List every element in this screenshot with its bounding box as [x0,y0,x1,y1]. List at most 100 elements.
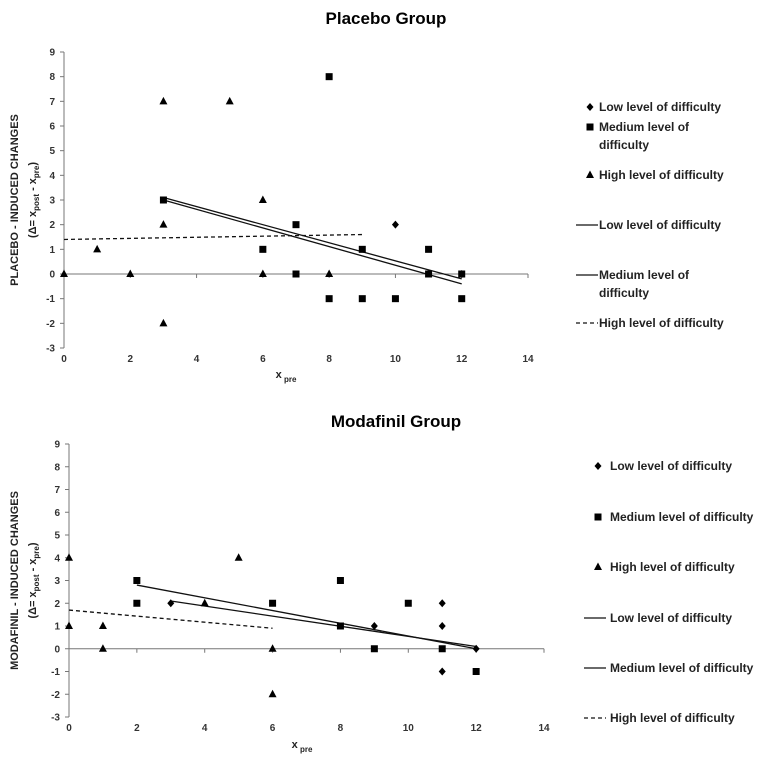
legend-label: Medium level of [599,120,690,134]
legend-label: Medium level of difficulty [610,661,754,675]
x-tick-label: 6 [270,723,276,734]
data-point-triangle [268,644,277,652]
data-point-triangle [159,318,168,327]
legend-label: Medium level of difficulty [610,510,754,524]
trendline-high [63,233,363,241]
y-tick-label: 1 [49,245,55,256]
x-tick-label: 10 [390,354,402,365]
data-point-triangle [98,621,107,629]
y-tick-label: 4 [49,171,55,182]
y-tick-label: 3 [54,576,60,587]
y-axis-label-formula: (Δ= xpost - xpre) [27,542,41,618]
data-point-diamond [438,599,446,608]
y-tick-label: -1 [51,667,60,678]
y-tick-label: 9 [49,48,55,59]
x-tick-label: 8 [326,354,332,365]
y-tick-label: 1 [54,622,60,633]
x-axis-label: x pre [292,739,313,754]
data-point-square [133,599,141,607]
y-axis-label: MODAFINIL - INDUCED CHANGES [9,491,21,670]
y-axis-label: PLACEBO - INDUCED CHANGES [9,114,21,286]
x-tick-label: 12 [456,354,468,365]
data-point-triangle [258,195,267,203]
legend: Low level of difficulty Medium level of di… [576,100,724,330]
trendline-low [163,196,462,280]
data-point-square [458,295,466,303]
data-point-diamond [472,644,480,653]
x-tick-label: 0 [66,723,72,734]
data-point-square [292,270,300,278]
y-tick-label: -2 [46,319,55,330]
x-tick-label: 8 [338,723,344,734]
y-tick-label: 3 [49,196,55,207]
data-point-square [391,295,399,303]
data-point-square [404,599,412,607]
y-tick-label: 8 [49,72,55,83]
data-point-square [325,295,333,303]
x-axis-label: x pre [276,369,297,384]
trendline-medium [136,584,477,650]
data-point-diamond [370,622,378,630]
x-tick-label: 6 [260,354,266,365]
legend-marker-triangle [594,562,602,570]
y-tick-label: 7 [49,97,55,108]
y-tick-label: 2 [49,220,55,231]
y-tick-label: 0 [54,644,60,655]
legend-marker-diamond [594,462,602,470]
data-point-square [325,73,333,81]
legend-label: difficulty [599,138,649,152]
x-tick-label: 4 [194,354,200,365]
data-point-square [370,645,378,653]
data-point-triangle [159,96,168,105]
data-point-triangle [325,269,334,277]
data-point-diamond [391,220,399,229]
chart-title: Modafinil Group [331,412,461,431]
data-point-triangle [60,269,68,277]
data-point-square [159,196,167,204]
chart-title: Placebo Group [326,9,447,28]
data-point-diamond [438,622,446,630]
legend-label: High level of difficulty [599,168,724,182]
y-axis-label-formula: (Δ= xpost - xpre) [27,162,41,238]
data-point-triangle [159,220,168,228]
y-tick-label: 8 [54,462,60,473]
data-point-triangle [98,644,107,652]
y-tick-label: 6 [54,508,60,519]
trendline-high [68,609,273,629]
legend-label: Low level of difficulty [599,218,721,232]
legend-label: Low level of difficulty [599,100,721,114]
x-tick-label: 14 [522,354,534,365]
data-point-diamond [438,667,446,676]
y-tick-label: 6 [49,122,55,133]
data-point-square [358,245,366,253]
x-tick-label: 2 [128,354,134,365]
legend-label: Low level of difficulty [610,611,732,625]
legend-label: High level of difficulty [599,316,724,330]
y-tick-label: -3 [46,344,55,355]
data-point-square [259,245,267,253]
data-point-diamond [167,599,175,608]
x-tick-label: 12 [471,723,483,734]
data-point-triangle [126,269,135,277]
legend-label: High level of difficulty [610,711,735,725]
data-point-square [292,221,300,229]
y-tick-label: 5 [54,531,60,542]
legend-marker-square [594,513,602,521]
data-point-square [425,245,433,253]
data-point-square [358,295,366,303]
data-point-square [269,599,277,607]
y-tick-label: 0 [49,270,55,281]
trendline-medium [163,199,462,285]
data-point-triangle [225,96,234,105]
data-point-square [438,645,446,653]
data-point-triangle [200,598,209,607]
y-tick-label: -2 [51,690,60,701]
legend-marker-square [586,123,594,131]
data-point-square [336,577,344,584]
data-point-triangle [234,553,243,561]
data-point-square [458,270,466,278]
y-tick-label: 4 [54,553,60,564]
data-point-triangle [65,553,73,561]
legend-label: Low level of difficulty [610,459,732,473]
